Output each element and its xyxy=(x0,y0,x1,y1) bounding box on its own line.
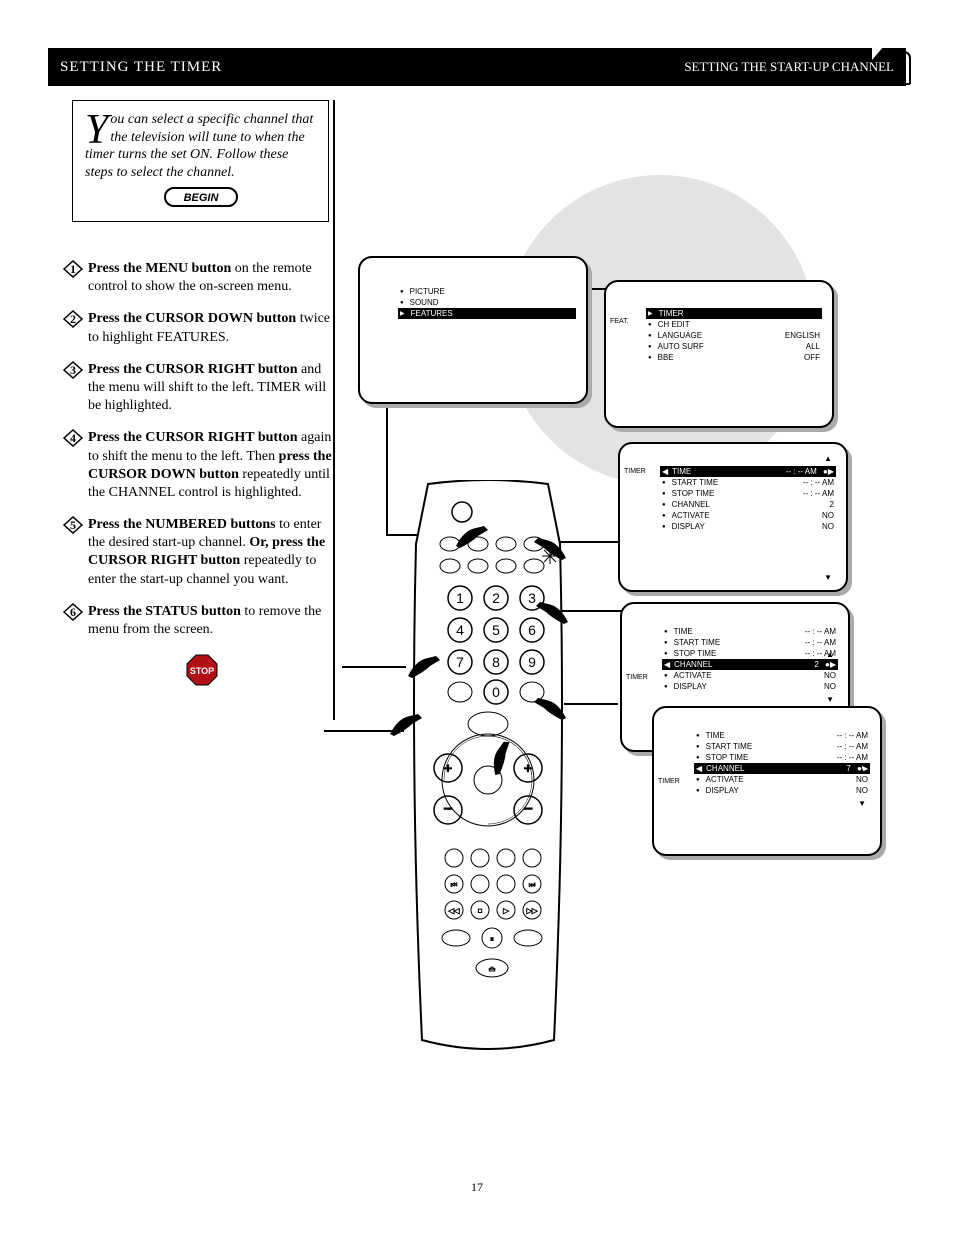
svg-text:0: 0 xyxy=(492,684,500,700)
svg-text:1: 1 xyxy=(70,262,76,276)
svg-text:⏭: ⏭ xyxy=(529,881,536,889)
menu-item: ●PICTURE xyxy=(398,286,576,297)
menu-item: ●ACTIVATENO xyxy=(662,670,838,681)
menu-item: ●DISPLAYNO xyxy=(660,521,836,532)
svg-text:5: 5 xyxy=(70,518,76,532)
step-6: 6 Press the STATUS button to remove the … xyxy=(64,603,340,639)
page-corner-icon xyxy=(872,46,916,90)
sparkle-icon xyxy=(542,548,558,564)
svg-text:−: − xyxy=(443,801,452,818)
menu-item: ●AUTO SURFALL xyxy=(646,341,822,352)
menu-item-highlighted: ◀CHANNEL7 ●▶ xyxy=(694,763,870,774)
leader-line xyxy=(342,666,406,668)
menu-item-highlighted: ◀TIME-- : -- AM ●▶ xyxy=(660,466,836,477)
step-6-lead: Press the STATUS button xyxy=(88,604,241,619)
svg-text:⏸: ⏸ xyxy=(490,935,494,943)
step-number-3-icon: 3 xyxy=(60,361,86,379)
step-number-2-icon: 2 xyxy=(60,310,86,328)
svg-text:+: + xyxy=(444,762,452,777)
step-number-5-icon: 5 xyxy=(60,516,86,534)
menu-item: ●START TIME-- : -- AM xyxy=(662,637,838,648)
svg-text:■: ■ xyxy=(478,907,482,915)
svg-text:▶: ▶ xyxy=(503,907,509,915)
step-number-4-icon: 4 xyxy=(60,429,86,447)
step-4-lead: Press the CURSOR RIGHT button xyxy=(88,430,298,445)
menu-item: ●DISPLAYNO xyxy=(662,681,838,692)
svg-text:−: − xyxy=(523,801,532,818)
menu-item: ●STOP TIME-- : -- AM xyxy=(694,752,870,763)
menu-item: ●ACTIVATENO xyxy=(694,774,870,785)
svg-text:3: 3 xyxy=(70,363,76,377)
menu-item: ●LANGUAGEENGLISH xyxy=(646,330,822,341)
intro-dropcap: Y xyxy=(85,115,108,145)
step-number-1-icon: 1 xyxy=(60,260,86,278)
menu-item-highlighted: ▶TIMER xyxy=(646,308,822,319)
step-3-lead: Press the CURSOR RIGHT button xyxy=(88,362,298,377)
svg-text:8: 8 xyxy=(492,654,500,670)
svg-text:▶▶: ▶▶ xyxy=(527,907,538,915)
menu-item: ●DISPLAYNO xyxy=(694,785,870,796)
svg-text:4: 4 xyxy=(456,622,464,638)
svg-text:⏮: ⏮ xyxy=(451,881,457,889)
svg-text:4: 4 xyxy=(70,431,76,445)
svg-text:2: 2 xyxy=(70,312,76,326)
parent-label: TIMER xyxy=(626,674,648,681)
svg-text:2: 2 xyxy=(492,590,500,606)
svg-text:⏏: ⏏ xyxy=(489,965,496,973)
step-2-lead: Press the CURSOR DOWN button xyxy=(88,311,296,326)
parent-label: TIMER xyxy=(624,468,646,475)
svg-text:STOP: STOP xyxy=(190,666,214,676)
svg-text:1: 1 xyxy=(456,590,464,606)
menu-item: ●START TIME-- : -- AM xyxy=(694,741,870,752)
svg-text:+: + xyxy=(524,762,532,777)
screen-timer-menu-3: TIMER ●TIME-- : -- AM ●START TIME-- : --… xyxy=(652,706,882,856)
pointing-hand-icon xyxy=(530,596,570,626)
menu-item: ●STOP TIME-- : -- AM xyxy=(660,488,836,499)
menu-item: ●CHANNEL2 xyxy=(660,499,836,510)
step-1: 1 Press the MENU button on the remote co… xyxy=(64,260,340,296)
menu-item-highlighted: ▶FEATURES xyxy=(398,308,576,319)
svg-text:BEGIN: BEGIN xyxy=(183,192,219,204)
step-3: 3 Press the CURSOR RIGHT button and the … xyxy=(64,361,340,416)
menu-item-highlighted: ◀CHANNEL2 ●▶ xyxy=(662,659,838,670)
screen-timer-menu-1: TIMER ◀TIME-- : -- AM ●▶ ●START TIME-- :… xyxy=(618,442,848,592)
header-subtitle: SETTING THE START-UP CHANNEL xyxy=(684,59,894,75)
intro-text: ou can select a specific channel that th… xyxy=(85,112,313,180)
step-5-lead: Press the NUMBERED buttons xyxy=(88,517,276,532)
parent-label: FEAT. xyxy=(610,318,629,325)
title-bar: SETTING THE TIMER SETTING THE START-UP C… xyxy=(48,48,906,86)
menu-item: ●START TIME-- : -- AM xyxy=(660,477,836,488)
svg-text:7: 7 xyxy=(456,654,464,670)
screen-main-menu: ●PICTURE ●SOUND ▶FEATURES xyxy=(358,256,588,404)
menu-item: ●BBEOFF xyxy=(646,352,822,363)
stop-badge: STOP xyxy=(64,653,340,692)
pointing-hand-icon xyxy=(406,650,446,680)
step-number-6-icon: 6 xyxy=(60,603,86,621)
step-5: 5 Press the NUMBERED buttons to enter th… xyxy=(64,516,340,589)
parent-label: TIMER xyxy=(658,778,680,785)
intro-box: Y ou can select a specific channel that … xyxy=(72,100,329,222)
menu-item: ●ACTIVATENO xyxy=(660,510,836,521)
screen-features-menu: FEAT. ▶TIMER ●CH EDIT ●LANGUAGEENGLISH ●… xyxy=(604,280,834,428)
pointing-hand-icon xyxy=(528,692,568,722)
svg-text:9: 9 xyxy=(528,654,536,670)
menu-item: ●SOUND xyxy=(398,297,576,308)
pointing-hand-icon xyxy=(388,708,428,738)
footer-page-number: 17 xyxy=(0,1180,954,1195)
steps-column: 1 Press the MENU button on the remote co… xyxy=(64,260,340,692)
svg-text:5: 5 xyxy=(492,622,500,638)
menu-item: ●STOP TIME-- : -- AM xyxy=(662,648,838,659)
svg-text:◀◀: ◀◀ xyxy=(449,907,460,915)
header-section: SETTING THE TIMER xyxy=(60,59,222,76)
diagram-area: ●PICTURE ●SOUND ▶FEATURES FEAT. ▶TIMER ●… xyxy=(350,110,910,1110)
menu-item: ●TIME-- : -- AM xyxy=(662,626,838,637)
menu-item: ●TIME-- : -- AM xyxy=(694,730,870,741)
svg-text:6: 6 xyxy=(70,605,76,619)
step-4: 4 Press the CURSOR RIGHT button again to… xyxy=(64,429,340,502)
step-2: 2 Press the CURSOR DOWN button twice to … xyxy=(64,310,340,346)
menu-item: ●CH EDIT xyxy=(646,319,822,330)
begin-badge: BEGIN xyxy=(85,187,316,213)
step-1-lead: Press the MENU button xyxy=(88,261,231,276)
pointing-hand-icon xyxy=(454,520,494,550)
